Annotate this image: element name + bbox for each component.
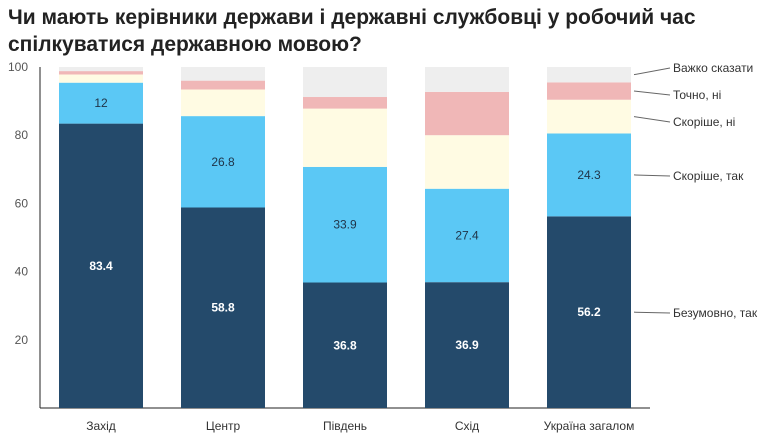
legend-entry: Важко сказати [673,61,753,75]
bar-segment [425,91,509,136]
legend-leader-line [633,67,671,76]
legend-leader-line [633,116,671,123]
bar-segment [547,216,631,408]
data-label: 33.9 [333,218,357,232]
data-label: 83.4 [89,259,113,273]
y-tick-label: 40 [15,265,29,279]
data-label: 36.9 [455,338,479,352]
x-tick-label: Україна загалом [544,419,635,433]
x-tick-label: Центр [206,419,241,433]
data-label: 26.8 [211,155,235,169]
y-tick-label: 100 [8,60,28,74]
bar-segment [59,71,143,75]
bar-segment [303,97,387,109]
legend-entry: Скоріше, так [673,169,744,183]
bar-segment [59,82,143,124]
bar-segment [59,67,143,72]
bar-segment [181,67,265,81]
legend-layer: Безумовно, так Скоріше, так Скоріше, ні Точ… [633,61,758,320]
chart-title: Чи мають керівники держави і державні сл… [8,6,696,56]
bar-segment [181,207,265,408]
x-tick-label: Захід [86,419,116,433]
bar-segment [303,166,387,283]
bar-segment [425,135,509,189]
bar-segment [59,123,143,408]
bar-segment [303,282,387,408]
bar-segment [425,282,509,408]
data-label: 24.3 [577,168,601,182]
legend-entry: Скоріше, ні [673,115,735,129]
bar-segment [547,82,631,100]
bar-segment [547,99,631,134]
bar-segment [425,67,509,92]
data-label: 58.8 [211,301,235,315]
y-tick-label: 20 [15,333,29,347]
y-tick-label: 80 [15,128,29,142]
bar-segment [303,108,387,167]
bars-layer [59,67,631,408]
bar-segment [181,80,265,90]
legend-entry: Безумовно, так [673,306,758,320]
bar-segment [181,116,265,208]
bar-segment [59,74,143,83]
x-tick-label: Південь [323,419,367,433]
bar-segment [425,188,509,283]
y-tick-label: 60 [15,196,29,210]
x-tick-label: Схід [455,419,479,433]
bar-segment [303,67,387,98]
legend-entry: Точно, ні [673,88,721,102]
data-label: 27.4 [455,228,479,242]
value-labels-layer: 83.4 12 58.8 26.8 36.8 33.9 36.9 27.4 56.2 24.3 [89,96,601,352]
legend-leader-line [633,174,671,177]
data-label: 36.8 [333,338,357,352]
bar-segment [547,133,631,217]
bar-segment [547,67,631,83]
legend-leader-line [633,90,671,96]
data-label: 56.2 [577,305,601,319]
data-label: 12 [94,96,108,110]
bar-segment [181,89,265,117]
legend-leader-line [633,311,671,314]
